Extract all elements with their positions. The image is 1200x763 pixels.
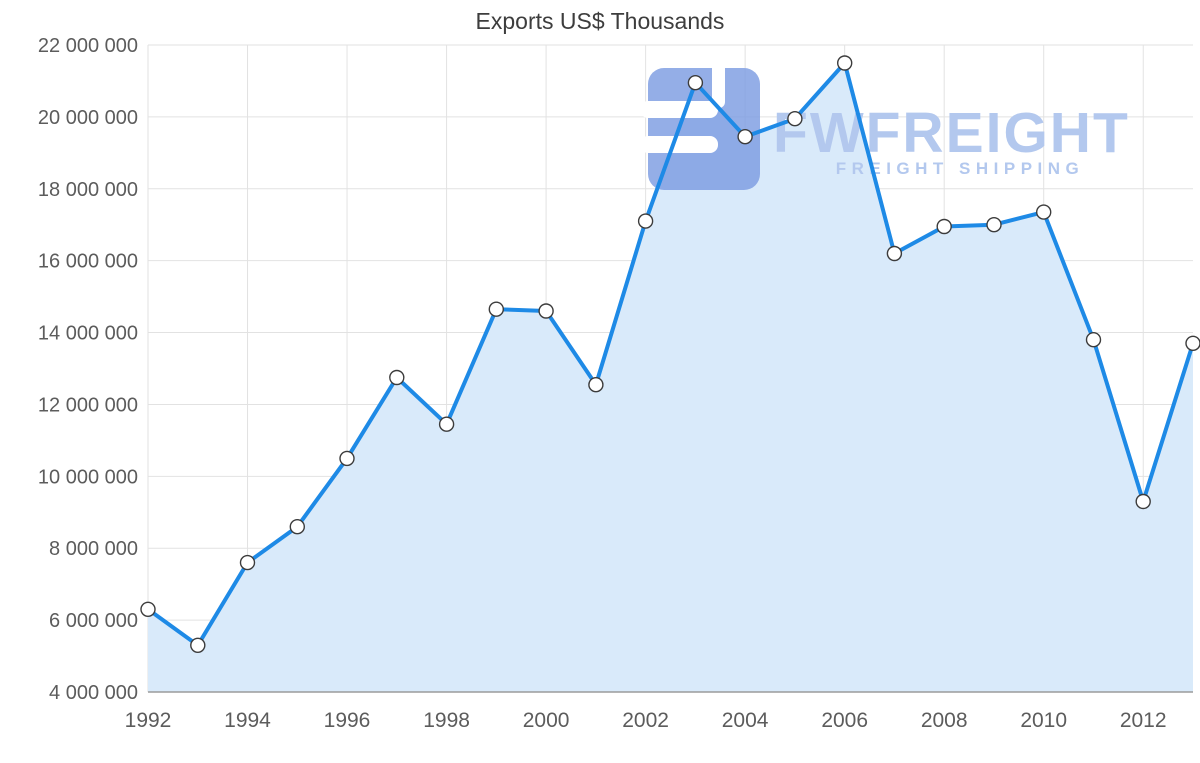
- logo-notch-icon: [712, 60, 725, 108]
- data-point-marker: [637, 213, 654, 229]
- series-line: [146, 61, 1195, 648]
- x-axis-tick-label: 2010: [1020, 709, 1067, 732]
- data-point-marker: [289, 519, 305, 535]
- x-axis-tick-label: 1998: [423, 709, 470, 732]
- data-point-marker: [588, 377, 604, 393]
- x-axis-tick-label: 1996: [324, 709, 371, 732]
- x-axis-tick-label: 2000: [523, 709, 570, 732]
- data-point-marker: [737, 128, 753, 145]
- x-axis-tick-label: 2002: [622, 709, 669, 732]
- data-point-marker: [1085, 332, 1102, 348]
- y-axis-tick-label: 18 000 000: [38, 179, 138, 201]
- series-area-fill: [148, 63, 1193, 692]
- data-point-marker: [438, 416, 455, 432]
- data-point-marker: [488, 301, 504, 317]
- logo-stripe-icon: [640, 101, 718, 118]
- data-point-marker: [190, 637, 206, 653]
- x-axis-tick-label: 2012: [1120, 709, 1167, 732]
- y-axis-tick-label: 20 000 000: [38, 107, 138, 129]
- y-axis-tick-label: 8 000 000: [49, 538, 138, 560]
- data-point-marker: [140, 601, 156, 617]
- data-point-marker: [1035, 204, 1052, 220]
- data-point-marker: [837, 55, 853, 71]
- data-point-marker: [339, 450, 355, 467]
- data-point-marker: [886, 245, 903, 262]
- chart-title: Exports US$ Thousands: [475, 8, 725, 34]
- y-axis-tick-label: 16 000 000: [38, 251, 138, 273]
- data-point-marker: [687, 74, 704, 91]
- x-axis-tick-label: 2006: [821, 709, 868, 732]
- y-axis-tick-label: 10 000 000: [38, 466, 138, 488]
- data-point-marker: [389, 369, 405, 386]
- y-axis-tick-label: 12 000 000: [38, 394, 138, 416]
- fwfreight-logo-icon: [648, 68, 760, 190]
- y-axis-tick-label: 14 000 000: [38, 323, 138, 345]
- data-point-marker: [1135, 493, 1151, 510]
- data-point-marker: [936, 218, 952, 235]
- x-axis-tick-label: 2008: [921, 709, 968, 732]
- data-point-marker: [239, 554, 256, 571]
- y-axis-tick-label: 6 000 000: [49, 610, 138, 632]
- data-point-marker: [787, 110, 803, 127]
- x-axis-tick-label: 1992: [125, 709, 172, 732]
- x-axis-tick-label: 1994: [224, 709, 271, 732]
- y-axis-tick-label: 22 000 000: [38, 35, 138, 57]
- watermark-brand-text: FWFREIGHT: [773, 101, 1130, 165]
- y-axis-tick-label: 4 000 000: [49, 682, 138, 704]
- x-axis-tick-label: 2004: [722, 709, 769, 732]
- watermark-tagline-text: FREIGHT SHIPPING: [836, 159, 1085, 178]
- data-point-marker: [1185, 335, 1200, 351]
- logo-stripe-icon: [640, 136, 718, 153]
- data-point-marker: [538, 303, 554, 319]
- data-point-marker: [986, 216, 1002, 233]
